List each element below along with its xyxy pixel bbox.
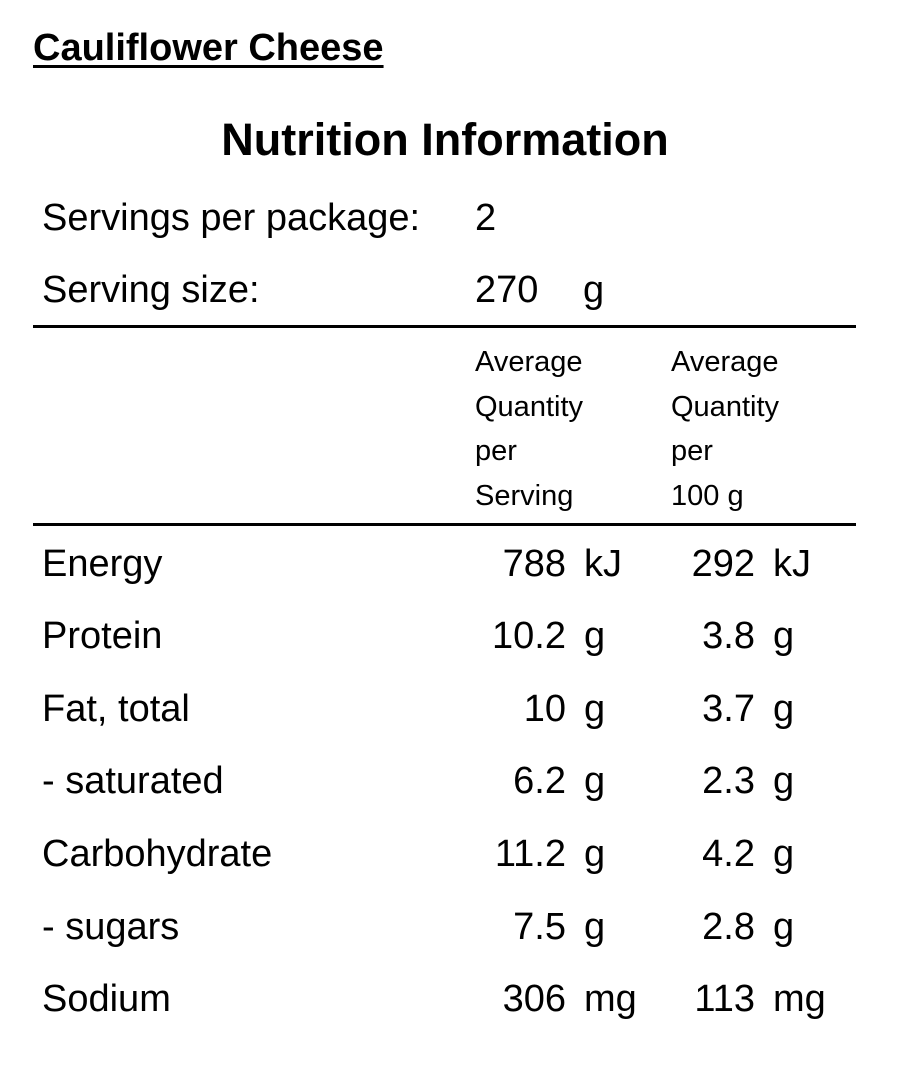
per-100g-value: 113	[694, 978, 755, 1020]
nutrient-name: Fat, total	[42, 688, 190, 730]
per-100g-value: 2.3	[702, 760, 755, 802]
per-serving-unit: g	[584, 615, 606, 657]
nutrient-row-protein: Protein 10.2 g 3.8 g	[0, 606, 904, 666]
per-serving-value: 6.2	[513, 760, 566, 802]
nutrient-name: - sugars	[42, 906, 180, 948]
per-100g-unit: g	[773, 760, 795, 802]
per-serving-value: 788	[502, 543, 566, 585]
column-header-per-100g: Average Quantity per 100 g	[671, 346, 779, 512]
serving-size-label: Serving size:	[42, 269, 260, 311]
per-serving-unit: kJ	[584, 543, 622, 585]
panel-title: Nutrition Information	[221, 114, 669, 165]
per-serving-unit: g	[584, 833, 606, 875]
per-100g-unit: g	[773, 906, 795, 948]
serving-size-value: 270	[475, 269, 539, 311]
nutrient-name: Energy	[42, 543, 163, 585]
nutrient-name: Carbohydrate	[42, 833, 273, 875]
per-serving-value: 10	[523, 688, 566, 730]
divider-rule	[33, 325, 856, 328]
per-100g-unit: kJ	[773, 543, 811, 585]
nutrient-name: Protein	[42, 615, 163, 657]
per-serving-unit: g	[584, 688, 606, 730]
per-100g-value: 3.7	[702, 688, 755, 730]
nutrient-name: Sodium	[42, 978, 171, 1020]
serving-size-unit: g	[583, 269, 605, 311]
servings-per-package-value: 2	[475, 197, 497, 239]
column-header-per-serving: Average Quantity per Serving	[475, 346, 583, 512]
per-100g-value: 3.8	[702, 615, 755, 657]
product-title: Cauliflower Cheese	[33, 27, 384, 69]
nutrient-name: - saturated	[42, 760, 224, 802]
nutrient-row-carbohydrate: Carbohydrate 11.2 g 4.2 g	[0, 824, 904, 884]
nutrient-row-sodium: Sodium 306 mg 113 mg	[0, 969, 904, 1029]
per-serving-value: 306	[502, 978, 566, 1020]
per-100g-unit: g	[773, 833, 795, 875]
nutrient-row-sugars: - sugars 7.5 g 2.8 g	[0, 897, 904, 957]
per-serving-value: 10.2	[492, 615, 566, 657]
per-100g-value: 4.2	[702, 833, 755, 875]
per-serving-value: 7.5	[513, 906, 566, 948]
per-serving-unit: g	[584, 760, 606, 802]
nutrient-row-fat-total: Fat, total 10 g 3.7 g	[0, 679, 904, 739]
divider-rule	[33, 523, 856, 526]
nutrient-row-saturated: - saturated 6.2 g 2.3 g	[0, 751, 904, 811]
per-serving-unit: mg	[584, 978, 637, 1020]
servings-per-package-label: Servings per package:	[42, 197, 421, 239]
per-serving-value: 11.2	[494, 833, 566, 875]
per-100g-value: 2.8	[702, 906, 755, 948]
per-100g-unit: g	[773, 615, 795, 657]
per-100g-unit: mg	[773, 978, 826, 1020]
per-100g-value: 292	[691, 543, 755, 585]
per-serving-unit: g	[584, 906, 606, 948]
per-100g-unit: g	[773, 688, 795, 730]
nutrient-row-energy: Energy 788 kJ 292 kJ	[0, 534, 904, 594]
